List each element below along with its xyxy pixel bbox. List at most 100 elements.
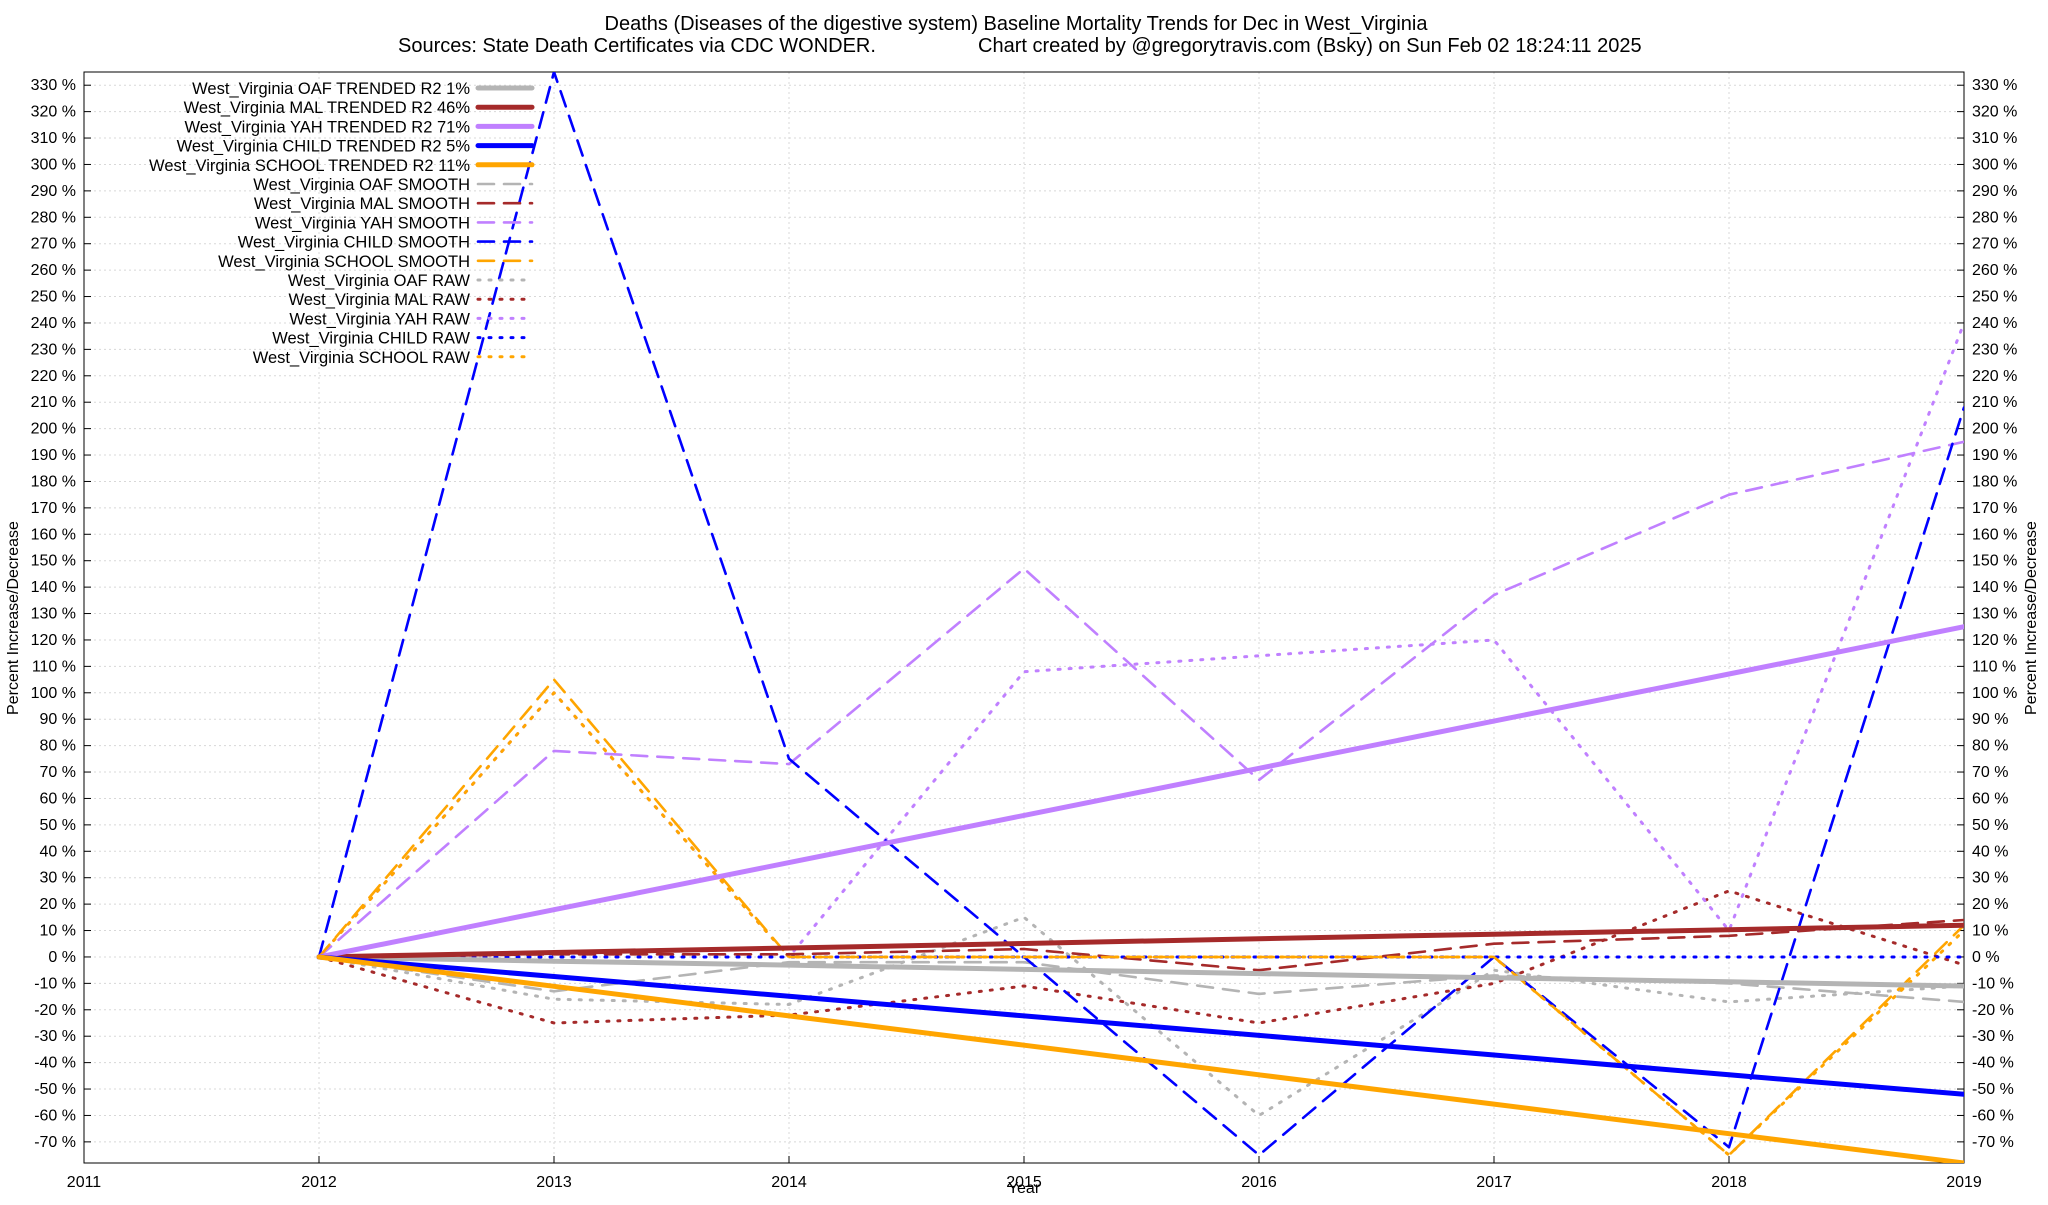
series-line-14 <box>317 691 1964 1157</box>
x-tick-label: 2013 <box>536 1174 572 1191</box>
series-line-7 <box>317 440 1964 959</box>
y-tick-label-left: 190 % <box>31 447 76 464</box>
x-tick-label: 2015 <box>1006 1174 1042 1191</box>
y-tick-label-right: 270 % <box>1972 236 2017 253</box>
y-tick-label-right: 150 % <box>1972 553 2017 570</box>
y-tick-label-right: 170 % <box>1972 500 2017 517</box>
y-tick-label-left: 170 % <box>31 500 76 517</box>
y-tick-label-left: -50 % <box>34 1081 76 1098</box>
y-tick-label-right: -30 % <box>1972 1028 2014 1045</box>
y-tick-label-left: 90 % <box>40 711 76 728</box>
chart-title-line1: Deaths (Diseases of the digestive system… <box>605 13 1429 35</box>
legend-label: West_Virginia SCHOOL RAW <box>253 349 471 367</box>
series-line-2 <box>316 624 1964 960</box>
y-tick-label-right: -60 % <box>1972 1107 2014 1124</box>
x-tick-label: 2012 <box>301 1174 337 1191</box>
y-tick-label-left: 160 % <box>31 526 76 543</box>
y-tick-label-right: 120 % <box>1972 632 2017 649</box>
y-tick-label-left: 260 % <box>31 262 76 279</box>
y-tick-label-left: -20 % <box>34 1002 76 1019</box>
series-group <box>316 72 1964 1163</box>
legend-label: West_Virginia OAF TRENDED R2 1% <box>192 80 470 98</box>
y-tick-label-right: 240 % <box>1972 315 2017 332</box>
series-line-11 <box>317 889 1964 1025</box>
y-tick-label-right: -20 % <box>1972 1002 2014 1019</box>
legend-label: West_Virginia SCHOOL TRENDED R2 11% <box>149 157 470 175</box>
y-tick-label-left: 50 % <box>40 817 76 834</box>
series-line-10 <box>317 915 1964 1117</box>
y-tick-label-right: 140 % <box>1972 579 2017 596</box>
chart-title-source: Sources: State Death Certificates via CD… <box>398 35 876 57</box>
y-tick-label-right: 10 % <box>1972 923 2008 940</box>
y-tick-label-left: 330 % <box>31 77 76 94</box>
y-tick-label-left: 40 % <box>40 843 76 860</box>
series-line-8 <box>317 72 1964 1157</box>
y-tick-label-right: 30 % <box>1972 870 2008 887</box>
legend: West_Virginia OAF TRENDED R2 1%West_Virg… <box>149 80 535 367</box>
y-tick-label-right: 330 % <box>1972 77 2017 94</box>
y-tick-label-left: -40 % <box>34 1055 76 1072</box>
y-tick-label-right: 50 % <box>1972 817 2008 834</box>
y-tick-label-right: 320 % <box>1972 104 2017 121</box>
y-tick-label-left: 100 % <box>31 685 76 702</box>
y-tick-label-right: 180 % <box>1972 473 2017 490</box>
series-line-3 <box>316 954 1964 1097</box>
y-tick-label-right: 90 % <box>1972 711 2008 728</box>
legend-label: West_Virginia YAH TRENDED R2 71% <box>184 118 470 136</box>
y-tick-label-right: 160 % <box>1972 526 2017 543</box>
legend-label: West_Virginia YAH RAW <box>289 310 470 328</box>
y-tick-label-left: 210 % <box>31 394 76 411</box>
y-tick-label-left: 310 % <box>31 130 76 147</box>
y-tick-label-left: 30 % <box>40 870 76 887</box>
legend-label: West_Virginia MAL RAW <box>288 291 470 309</box>
y-axis-label-left: Percent Increase/Decrease <box>5 521 22 715</box>
legend-label: West_Virginia OAF SMOOTH <box>253 176 470 194</box>
y-tick-label-left: 140 % <box>31 579 76 596</box>
y-tick-label-right: 210 % <box>1972 394 2017 411</box>
axis-ticks: 330 % 330 % 320 % 320 % 310 % 310 % 300 % 300 %… <box>31 77 2018 1191</box>
y-tick-label-right: 60 % <box>1972 790 2008 807</box>
y-tick-label-left: 20 % <box>40 896 76 913</box>
y-tick-label-left: 130 % <box>31 606 76 623</box>
y-tick-label-right: 260 % <box>1972 262 2017 279</box>
legend-label: West_Virginia CHILD RAW <box>272 330 470 348</box>
y-tick-label-left: 250 % <box>31 289 76 306</box>
x-tick-label: 2017 <box>1476 1174 1512 1191</box>
y-tick-label-left: 80 % <box>40 738 76 755</box>
legend-label: West_Virginia OAF RAW <box>288 272 471 290</box>
y-tick-label-left: 60 % <box>40 790 76 807</box>
y-tick-label-right: 110 % <box>1972 658 2016 675</box>
y-tick-label-left: -30 % <box>34 1028 76 1045</box>
y-tick-label-right: -10 % <box>1972 975 2014 992</box>
y-tick-label-right: 70 % <box>1972 764 2008 781</box>
x-tick-label: 2019 <box>1946 1174 1982 1191</box>
legend-label: West_Virginia CHILD SMOOTH <box>238 234 470 252</box>
y-tick-label-left: 70 % <box>40 764 76 781</box>
y-tick-label-right: -50 % <box>1972 1081 2014 1098</box>
legend-label: West_Virginia YAH SMOOTH <box>255 214 470 232</box>
x-tick-label: 2018 <box>1711 1174 1747 1191</box>
x-tick-label: 2011 <box>67 1174 102 1191</box>
y-tick-label-left: 220 % <box>31 368 76 385</box>
y-tick-label-left: 280 % <box>31 209 76 226</box>
chart-title-credit: Chart created by @gregorytravis.com (Bsk… <box>978 35 1642 57</box>
y-tick-label-left: -10 % <box>34 975 76 992</box>
y-tick-label-left: 10 % <box>40 923 76 940</box>
y-tick-label-right: -70 % <box>1972 1134 2014 1151</box>
y-tick-label-right: 100 % <box>1972 685 2017 702</box>
y-tick-label-left: 240 % <box>31 315 76 332</box>
y-tick-label-left: 150 % <box>31 553 76 570</box>
x-axis-label: Year <box>1008 1180 1041 1197</box>
y-tick-label-left: -70 % <box>34 1134 76 1151</box>
y-axis-label-right: Percent Increase/Decrease <box>2023 521 2040 715</box>
legend-label: West_Virginia MAL SMOOTH <box>254 195 470 213</box>
y-tick-label-right: 40 % <box>1972 843 2008 860</box>
y-tick-label-left: 120 % <box>31 632 76 649</box>
series-line-4 <box>316 954 1964 1163</box>
y-tick-label-left: 0 % <box>48 949 76 966</box>
y-tick-label-left: 200 % <box>31 421 76 438</box>
legend-label: West_Virginia MAL TRENDED R2 46% <box>184 99 471 117</box>
y-tick-label-right: 300 % <box>1972 156 2017 173</box>
